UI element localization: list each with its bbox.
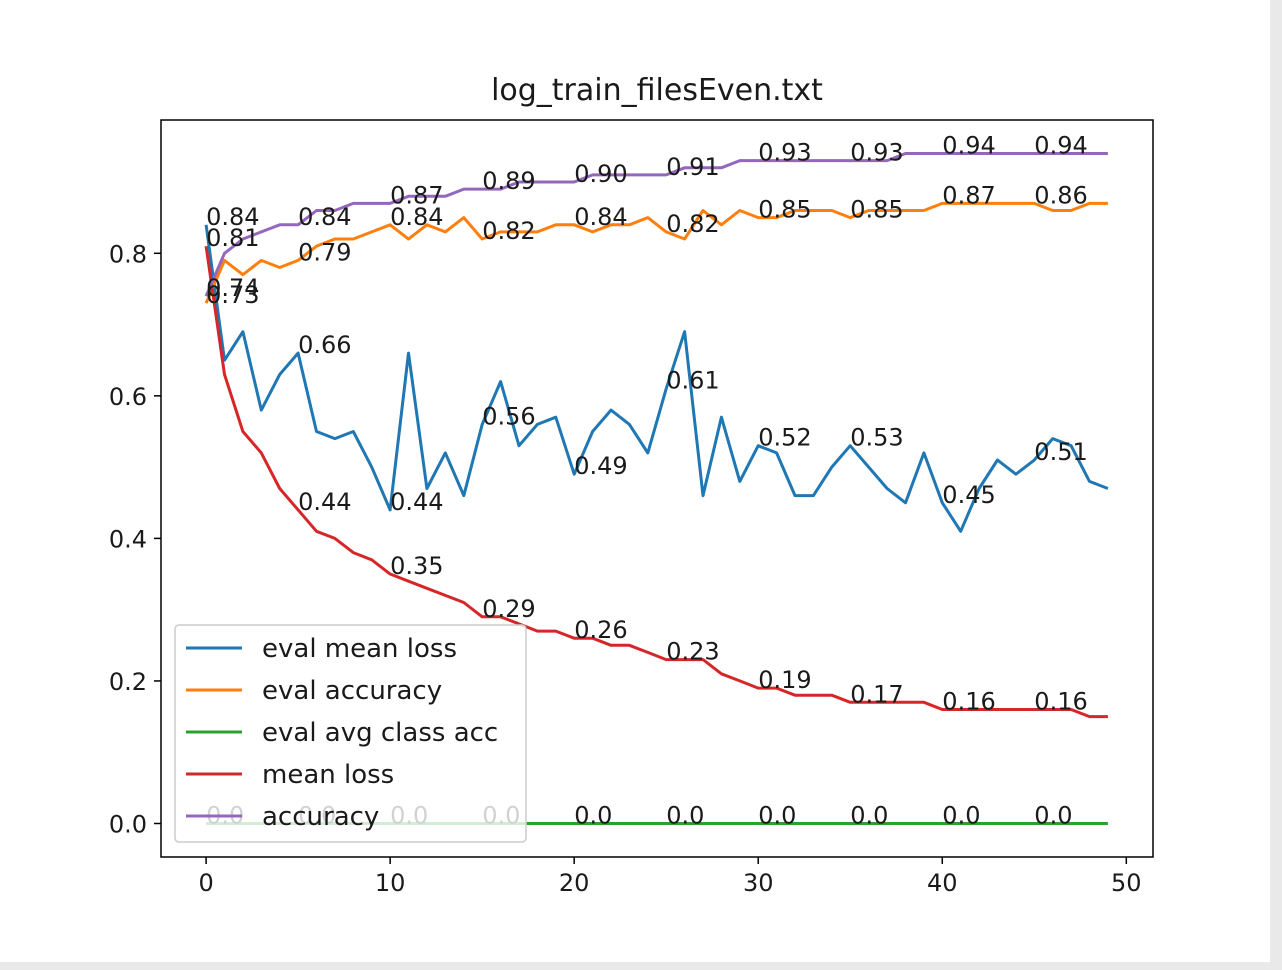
legend-box xyxy=(174,624,527,843)
legend-label: eval mean loss xyxy=(262,634,457,664)
data-label: 0.29 xyxy=(482,595,535,623)
data-label: 0.87 xyxy=(390,181,443,209)
data-label: 0.0 xyxy=(758,802,796,830)
data-label: 0.16 xyxy=(942,688,995,716)
data-label: 0.85 xyxy=(850,196,903,224)
data-label: 0.90 xyxy=(574,160,627,188)
data-label: 0.23 xyxy=(666,638,719,666)
data-label: 0.0 xyxy=(850,802,888,830)
legend-label: eval accuracy xyxy=(262,676,442,706)
data-label: 0.26 xyxy=(574,616,627,644)
data-label: 0.53 xyxy=(850,424,903,452)
legend-label: mean loss xyxy=(262,760,394,790)
data-label: 0.84 xyxy=(574,203,627,231)
data-label: 0.89 xyxy=(482,167,535,195)
data-label: 0.93 xyxy=(850,139,903,167)
data-label: 0.61 xyxy=(666,367,719,395)
axes-layer: 0 10 20 30 40 50 0.0 0.2 0.4 0.6 0.8 xyxy=(109,119,1154,897)
window-edge-right xyxy=(1270,0,1282,966)
legend: eval mean loss eval accuracy eval avg clas… xyxy=(174,624,527,843)
x-tick-label: 10 xyxy=(375,869,406,897)
data-label: 0.0 xyxy=(1034,802,1072,830)
x-tick-label: 0 xyxy=(198,869,213,897)
data-label: 0.44 xyxy=(298,488,351,516)
x-tick-label: 50 xyxy=(1111,869,1142,897)
data-label: 0.52 xyxy=(758,424,811,452)
legend-label: eval avg class acc xyxy=(262,718,498,748)
data-label: 0.66 xyxy=(298,331,351,359)
data-label: 0.84 xyxy=(390,203,443,231)
data-label: 0.56 xyxy=(482,402,535,430)
data-label: 0.86 xyxy=(1034,181,1087,209)
data-label: 0.84 xyxy=(206,203,259,231)
chart-title: log_train_filesEven.txt xyxy=(491,73,823,108)
y-tick-label: 0.2 xyxy=(109,668,147,696)
data-label: 0.44 xyxy=(390,488,443,516)
data-label: 0.84 xyxy=(298,203,351,231)
data-label: 0.51 xyxy=(1034,438,1087,466)
y-tick-label: 0.8 xyxy=(109,240,147,268)
data-label: 0.19 xyxy=(758,666,811,694)
data-label: 0.87 xyxy=(942,181,995,209)
plot-frame xyxy=(160,119,1154,858)
x-tick-label: 40 xyxy=(927,869,958,897)
data-label: 0.82 xyxy=(482,217,535,245)
data-label: 0.73 xyxy=(206,281,259,309)
data-label: 0.85 xyxy=(758,196,811,224)
data-label: 0.94 xyxy=(1034,132,1087,160)
data-label: 0.81 xyxy=(206,224,259,252)
window-edge-bottom xyxy=(0,962,1282,966)
data-label: 0.35 xyxy=(390,552,443,580)
y-tick-label: 0.0 xyxy=(109,811,147,839)
data-label: 0.49 xyxy=(574,452,627,480)
series-line-accuracy xyxy=(204,152,1108,297)
y-tick-label: 0.4 xyxy=(109,525,147,553)
data-label: 0.0 xyxy=(666,802,704,830)
x-tick-label: 20 xyxy=(559,869,590,897)
series-line-mean-loss xyxy=(204,245,1108,719)
data-label: 0.45 xyxy=(942,481,995,509)
y-tick-label: 0.6 xyxy=(109,383,147,411)
data-label: 0.93 xyxy=(758,139,811,167)
data-label: 0.74 xyxy=(206,274,259,302)
legend-label: accuracy xyxy=(262,802,379,832)
series-line-eval-mean-loss xyxy=(204,224,1109,533)
series-line-eval-accuracy xyxy=(204,201,1108,304)
data-label: 0.79 xyxy=(298,238,351,266)
data-label: 0.94 xyxy=(942,132,995,160)
data-label: 0.0 xyxy=(942,802,980,830)
data-label: 0.17 xyxy=(850,680,903,708)
data-label: 0.0 xyxy=(574,802,612,830)
data-label: 0.91 xyxy=(666,153,719,181)
data-label: 0.82 xyxy=(666,210,719,238)
x-tick-label: 30 xyxy=(743,869,774,897)
data-label: 0.16 xyxy=(1034,688,1087,716)
